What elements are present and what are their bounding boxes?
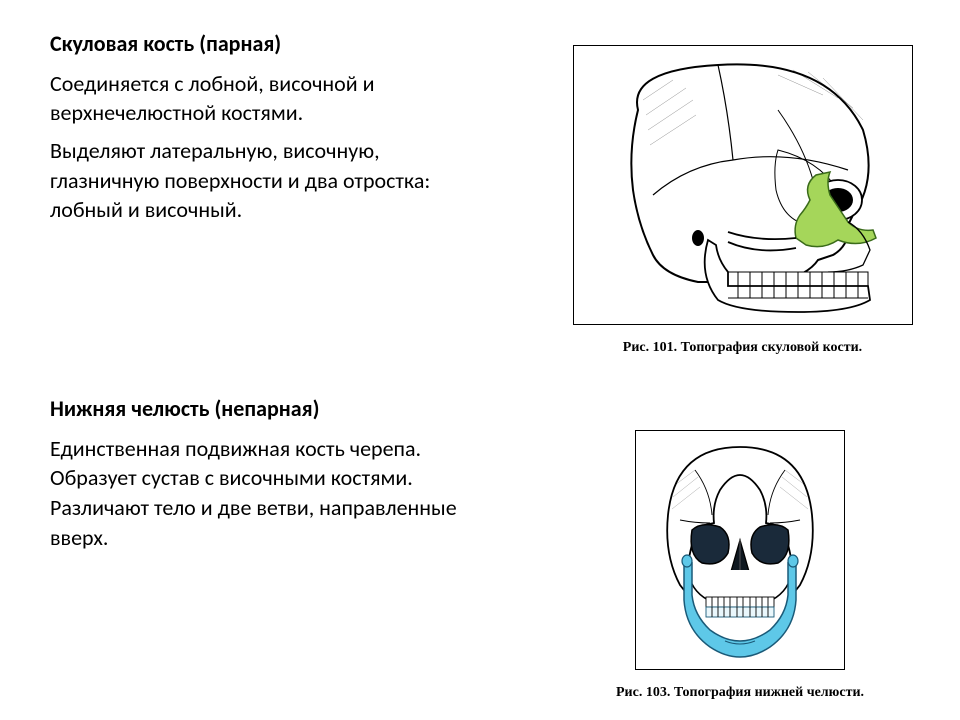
figure-101-frame — [573, 45, 913, 325]
skull-front-illustration — [640, 435, 840, 665]
figure-101-zygomatic: Рис. 101. Топография скуловой кости. — [570, 45, 915, 356]
para-mandible-1: Единственная подвижная кость черепа. Обр… — [50, 434, 480, 553]
figure-103-caption: Рис. 103. Топография нижней челюсти. — [610, 685, 870, 701]
heading-mandible: Нижняя челюсть (непарная) — [50, 395, 480, 424]
figure-101-caption: Рис. 101. Топография скуловой кости. — [570, 340, 915, 356]
document-page: Скуловая кость (парная) Соединяется с ло… — [0, 0, 960, 720]
figure-103-frame — [635, 430, 845, 670]
section-zygomatic-bone: Скуловая кость (парная) Соединяется с ло… — [50, 30, 470, 233]
figure-103-mandible: Рис. 103. Топография нижней челюсти. — [610, 430, 870, 701]
heading-zygomatic: Скуловая кость (парная) — [50, 30, 470, 59]
para-zygomatic-1: Соединяется с лобной, височной и верхнеч… — [50, 69, 470, 128]
section-mandible: Нижняя челюсть (непарная) Единственная п… — [50, 395, 480, 560]
para-zygomatic-2: Выделяют латеральную, височную, глазничн… — [50, 136, 470, 225]
skull-side-illustration — [578, 50, 908, 320]
